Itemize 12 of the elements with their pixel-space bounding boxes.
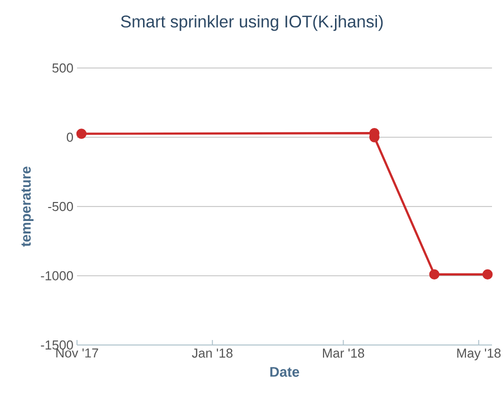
x-tick-label: Nov '17 [56, 348, 98, 358]
x-axis-title: Date [270, 367, 300, 377]
x-tick-label: May '18 [457, 348, 501, 360]
chart-title: Smart sprinkler using IOT(K.jhansi) [121, 15, 383, 31]
x-tick-label: Jan '18 [192, 348, 232, 358]
y-tick-label: -1500 [40, 340, 73, 350]
y-tick-label: -1000 [40, 271, 73, 280]
y-tick-label: -500 [48, 202, 73, 212]
y-tick-label: 0 [66, 132, 73, 142]
x-tick-label: Mar '18 [322, 348, 364, 358]
y-axis-title: temperature [22, 166, 34, 247]
y-tick-label: 500 [52, 63, 73, 73]
